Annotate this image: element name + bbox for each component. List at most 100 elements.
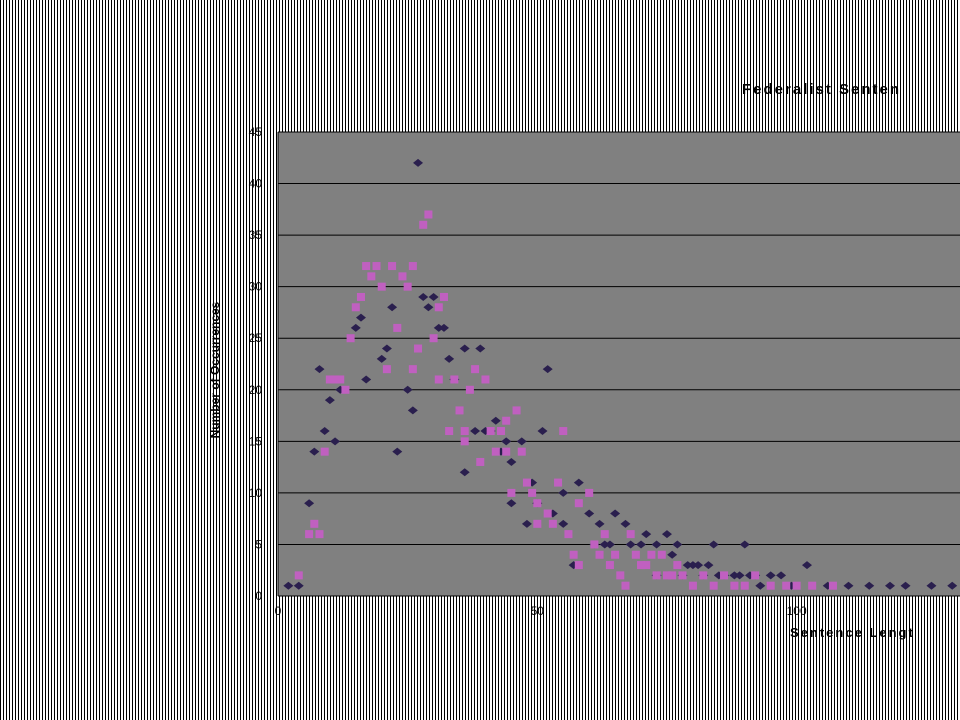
data-point-series-2 — [341, 385, 350, 394]
data-point-series-2 — [331, 375, 340, 384]
y-tick-label: 0 — [255, 589, 262, 603]
data-point-series-1 — [444, 354, 455, 363]
data-point-series-2 — [595, 550, 604, 559]
data-point-series-1 — [682, 561, 693, 570]
data-point-series-2 — [512, 406, 521, 415]
data-point-series-1 — [423, 303, 434, 312]
data-point-series-2 — [294, 571, 303, 580]
data-point-series-2 — [362, 262, 371, 271]
data-point-series-2 — [647, 550, 656, 559]
data-point-series-1 — [407, 406, 418, 415]
data-point-series-2 — [585, 488, 594, 497]
data-point-series-1 — [947, 581, 958, 590]
data-point-series-1 — [355, 313, 366, 322]
data-point-series-2 — [543, 509, 552, 518]
data-point-series-2 — [434, 375, 443, 384]
data-point-series-2 — [564, 530, 573, 539]
data-point-series-2 — [486, 427, 495, 436]
data-point-series-2 — [471, 365, 480, 374]
data-point-series-2 — [450, 375, 459, 384]
data-point-series-1 — [610, 509, 621, 518]
data-point-series-2 — [637, 561, 646, 570]
data-point-series-1 — [693, 561, 704, 570]
data-point-series-2 — [590, 540, 599, 549]
data-point-series-1 — [708, 540, 719, 549]
data-point-series-1 — [387, 303, 398, 312]
data-point-series-2 — [611, 550, 620, 559]
data-point-series-1 — [506, 499, 517, 508]
data-point-series-1 — [739, 540, 750, 549]
data-point-series-1 — [926, 581, 937, 590]
data-point-series-1 — [413, 158, 424, 167]
data-point-series-1 — [309, 447, 320, 456]
y-tick-label: 5 — [255, 537, 262, 551]
data-point-series-2 — [408, 365, 417, 374]
data-point-series-2 — [455, 406, 464, 415]
y-tick-label: 15 — [249, 434, 263, 448]
data-point-series-2 — [688, 581, 697, 590]
data-point-series-1 — [381, 344, 392, 353]
data-point-series-1 — [516, 437, 527, 446]
data-point-series-2 — [730, 581, 739, 590]
data-point-series-2 — [460, 427, 469, 436]
data-point-series-1 — [755, 581, 766, 590]
y-tick-label: 45 — [249, 125, 263, 139]
y-axis-title: Number of Occurrences — [208, 301, 222, 438]
data-point-series-1 — [573, 478, 584, 487]
data-point-series-2 — [460, 437, 469, 446]
data-point-series-1 — [330, 437, 341, 446]
data-point-series-2 — [414, 344, 423, 353]
data-point-series-2 — [367, 272, 376, 281]
data-point-series-2 — [740, 581, 749, 590]
x-axis-title: Sentence Lengt — [790, 625, 915, 640]
data-point-series-2 — [652, 571, 661, 580]
data-point-series-1 — [418, 292, 429, 301]
data-point-series-1 — [283, 581, 294, 590]
data-point-series-2 — [554, 478, 563, 487]
data-point-series-2 — [398, 272, 407, 281]
data-point-series-1 — [537, 427, 548, 436]
data-point-series-2 — [616, 571, 625, 580]
data-point-series-2 — [336, 375, 345, 384]
data-point-series-2 — [642, 561, 651, 570]
data-point-series-1 — [802, 561, 813, 570]
data-point-series-1 — [428, 292, 439, 301]
data-point-series-2 — [600, 530, 609, 539]
data-point-series-1 — [506, 457, 517, 466]
data-point-series-2 — [434, 303, 443, 312]
data-point-series-2 — [751, 571, 760, 580]
data-point-series-2 — [351, 303, 360, 312]
data-point-series-1 — [558, 488, 569, 497]
data-points — [283, 158, 958, 590]
data-point-series-1 — [459, 344, 470, 353]
data-point-series-2 — [657, 550, 666, 559]
data-point-series-2 — [522, 478, 531, 487]
data-point-series-1 — [599, 540, 610, 549]
data-point-series-2 — [481, 375, 490, 384]
data-point-series-1 — [304, 499, 315, 508]
data-point-series-1 — [438, 323, 449, 332]
data-point-series-2 — [528, 488, 537, 497]
data-point-series-2 — [533, 519, 542, 528]
data-point-series-1 — [651, 540, 662, 549]
data-point-series-2 — [517, 447, 526, 456]
data-point-series-2 — [808, 581, 817, 590]
data-point-series-2 — [673, 561, 682, 570]
y-tick-labels: 0 5 10 15 20 25 30 35 40 45 — [249, 125, 263, 603]
gridlines — [278, 131, 960, 545]
chart-title: Federalist Senten — [742, 81, 901, 98]
y-tick-label: 20 — [249, 383, 263, 397]
y-tick-label: 30 — [249, 280, 263, 294]
data-point-series-1 — [402, 385, 413, 394]
data-point-series-1 — [475, 344, 486, 353]
data-point-series-2 — [699, 571, 708, 580]
data-point-series-1 — [594, 519, 605, 528]
data-point-series-2 — [559, 427, 568, 436]
data-point-series-1 — [765, 571, 776, 580]
data-point-series-2 — [574, 499, 583, 508]
data-point-series-1 — [319, 427, 330, 436]
data-point-series-2 — [439, 292, 448, 301]
data-point-series-2 — [320, 447, 329, 456]
data-point-series-1 — [672, 540, 683, 549]
